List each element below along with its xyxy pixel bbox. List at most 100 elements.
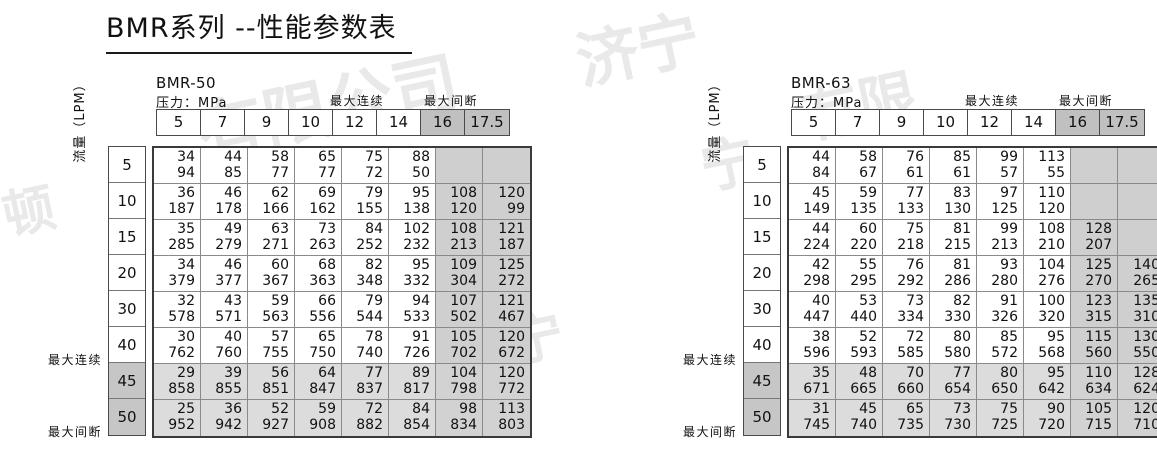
cell-torque-value: 121	[498, 221, 525, 237]
cell-torque-value: 40	[224, 329, 242, 345]
pressure-header-row: 5 7 9 10 12 14 16 17.5	[156, 109, 510, 136]
data-cell: 104 276	[1024, 256, 1071, 292]
cell-torque-value: 30	[177, 329, 195, 345]
cell-torque-value: 53	[859, 293, 877, 309]
data-cell: 107 502	[436, 292, 483, 328]
cell-speed-value: 634	[1085, 381, 1112, 397]
cell-torque-value: 110	[1038, 185, 1065, 201]
cell-speed-value: 270	[1085, 273, 1112, 289]
flow-axis-label: 流量（LPM）	[73, 77, 88, 163]
cell-speed-value: 207	[1085, 237, 1112, 253]
cell-speed-value: 563	[262, 309, 289, 325]
data-cell: 123 315	[1071, 292, 1118, 328]
pressure-header-cell: 12	[333, 110, 377, 135]
cell-speed-value: 84	[812, 165, 830, 181]
pressure-header-cell: 7	[836, 110, 880, 135]
max-intermittent-row-annotation: 最大间断	[682, 425, 737, 439]
cell-speed-value: 61	[906, 165, 924, 181]
cell-torque-value: 140	[1133, 257, 1157, 273]
data-cell: 65 735	[883, 400, 930, 436]
pressure-header-row: 5 7 9 10 12 14 16 17.5	[791, 109, 1145, 136]
cell-torque-value: 91	[1000, 293, 1018, 309]
data-cell: 65 77	[295, 148, 342, 184]
data-cell: 120 710	[1118, 400, 1157, 436]
cell-torque-value: 102	[403, 221, 430, 237]
cell-torque-value: 85	[953, 149, 971, 165]
flow-header-cell: 50	[109, 399, 145, 435]
cell-speed-value: 265	[1133, 273, 1157, 289]
cell-speed-value: 224	[803, 237, 830, 253]
cell-speed-value: 280	[991, 273, 1018, 289]
cell-speed-value: 326	[991, 309, 1018, 325]
data-cell: 72 882	[342, 400, 389, 436]
cell-speed-value: 57	[1000, 165, 1018, 181]
table-row: 36 187 46 178 62 166 69 162 79 155 95 138 108 120 120 9…	[154, 184, 530, 220]
cell-speed-value: 772	[498, 381, 525, 397]
cell-torque-value: 55	[859, 257, 877, 273]
pressure-unit-label: 压力：MPa	[156, 96, 228, 111]
data-cell: 94 533	[389, 292, 436, 328]
data-cell: 95 568	[1024, 328, 1071, 364]
max-continuous-column-annotation: 最大连续	[330, 94, 385, 108]
cell-torque-value: 73	[318, 221, 336, 237]
cell-torque-value: 29	[177, 365, 195, 381]
flow-header-cell: 15	[744, 219, 780, 255]
data-cell: 40 760	[201, 328, 248, 364]
cell-speed-value: 927	[262, 417, 289, 433]
data-cell: 65 750	[295, 328, 342, 364]
cell-torque-value: 121	[498, 293, 525, 309]
cell-torque-value: 59	[318, 401, 336, 417]
max-intermittent-column-annotation: 最大间断	[1059, 94, 1114, 108]
cell-torque-value: 88	[412, 149, 430, 165]
cell-torque-value: 128	[1085, 221, 1112, 237]
cell-speed-value: 847	[309, 381, 336, 397]
cell-speed-value: 125	[991, 201, 1018, 217]
data-cell: 108 210	[1024, 220, 1071, 256]
cell-speed-value: 882	[356, 417, 383, 433]
cell-speed-value: 740	[850, 417, 877, 433]
flow-header-cell: 40	[744, 327, 780, 363]
table-row: 45 149 59 135 77 133 83 130 97 125 110 120	[789, 184, 1157, 220]
cell-speed-value: 624	[1133, 381, 1157, 397]
cell-torque-value: 120	[498, 365, 525, 381]
cell-torque-value: 57	[271, 329, 289, 345]
cell-speed-value: 292	[897, 273, 924, 289]
cell-torque-value: 108	[450, 185, 477, 201]
table-row: 44 224 60 220 75 218 81 215 99 213 108 210 128 207	[789, 220, 1157, 256]
data-cell: 77 133	[883, 184, 930, 220]
cell-torque-value: 45	[812, 185, 830, 201]
cell-torque-value: 82	[953, 293, 971, 309]
cell-speed-value: 726	[403, 345, 430, 361]
cell-torque-value: 60	[271, 257, 289, 273]
data-cell	[1118, 220, 1157, 256]
data-cell: 109 304	[436, 256, 483, 292]
cell-torque-value: 35	[812, 365, 830, 381]
cell-torque-value: 95	[1047, 365, 1065, 381]
data-cell: 76 292	[883, 256, 930, 292]
cell-speed-value: 155	[356, 201, 383, 217]
cell-speed-value: 50	[412, 165, 430, 181]
cell-speed-value: 556	[309, 309, 336, 325]
cell-torque-value: 62	[271, 185, 289, 201]
cell-speed-value: 377	[215, 273, 242, 289]
cell-torque-value: 59	[271, 293, 289, 309]
flow-header-cell: 45	[109, 363, 145, 399]
data-cell: 97 125	[977, 184, 1024, 220]
data-cell: 58 77	[248, 148, 295, 184]
data-cell: 79 544	[342, 292, 389, 328]
cell-torque-value: 69	[318, 185, 336, 201]
data-cell: 120 672	[483, 328, 530, 364]
cell-speed-value: 61	[953, 165, 971, 181]
cell-torque-value: 72	[365, 401, 383, 417]
data-cell: 110 634	[1071, 364, 1118, 400]
data-cell: 91 726	[389, 328, 436, 364]
data-cell: 62 166	[248, 184, 295, 220]
data-cell: 46 178	[201, 184, 248, 220]
cell-speed-value: 544	[356, 309, 383, 325]
cell-torque-value: 97	[1000, 185, 1018, 201]
pressure-header-cell: 7	[201, 110, 245, 135]
cell-torque-value: 75	[365, 149, 383, 165]
data-cell: 52 593	[836, 328, 883, 364]
pressure-header-cell: 5	[792, 110, 836, 135]
cell-torque-value: 81	[953, 257, 971, 273]
